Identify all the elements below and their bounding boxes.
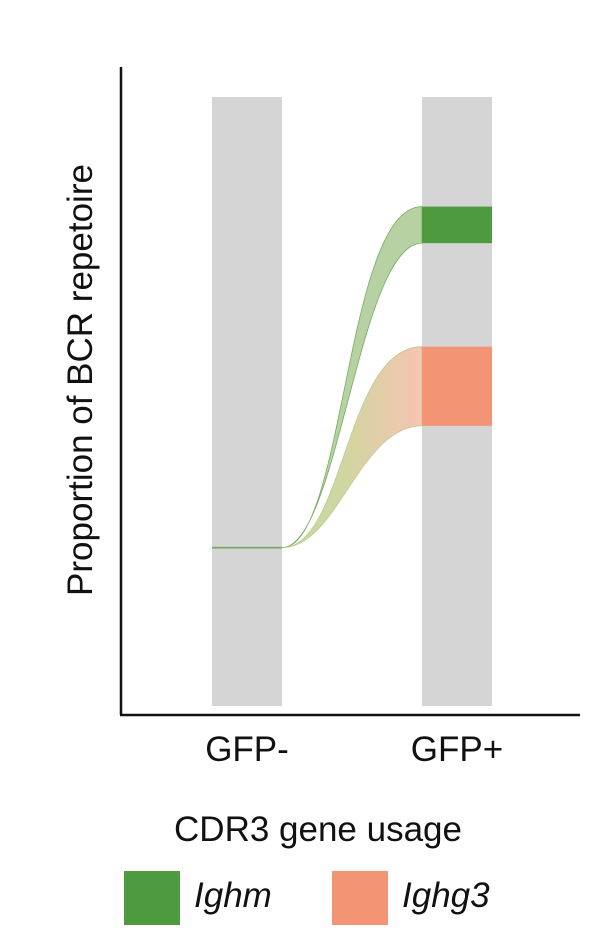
- legend-title: CDR3 gene usage: [174, 810, 462, 849]
- x-tick-label: GFP-: [205, 730, 289, 769]
- legend-swatch-ighm: [124, 871, 180, 925]
- legend-swatch-ighg3: [332, 871, 388, 925]
- y-axis-label: Proportion of BCR repetoire: [61, 164, 100, 596]
- segment-ighm: [422, 206, 492, 244]
- bar-gfp-neg: [212, 97, 282, 706]
- legend-label-ighg3: Ighg3: [402, 876, 490, 915]
- segment-ighg3: [422, 346, 492, 426]
- flow-ighg3: [281, 346, 423, 549]
- x-tick-label: GFP+: [411, 730, 503, 769]
- legend-label-ighm: Ighm: [194, 876, 272, 915]
